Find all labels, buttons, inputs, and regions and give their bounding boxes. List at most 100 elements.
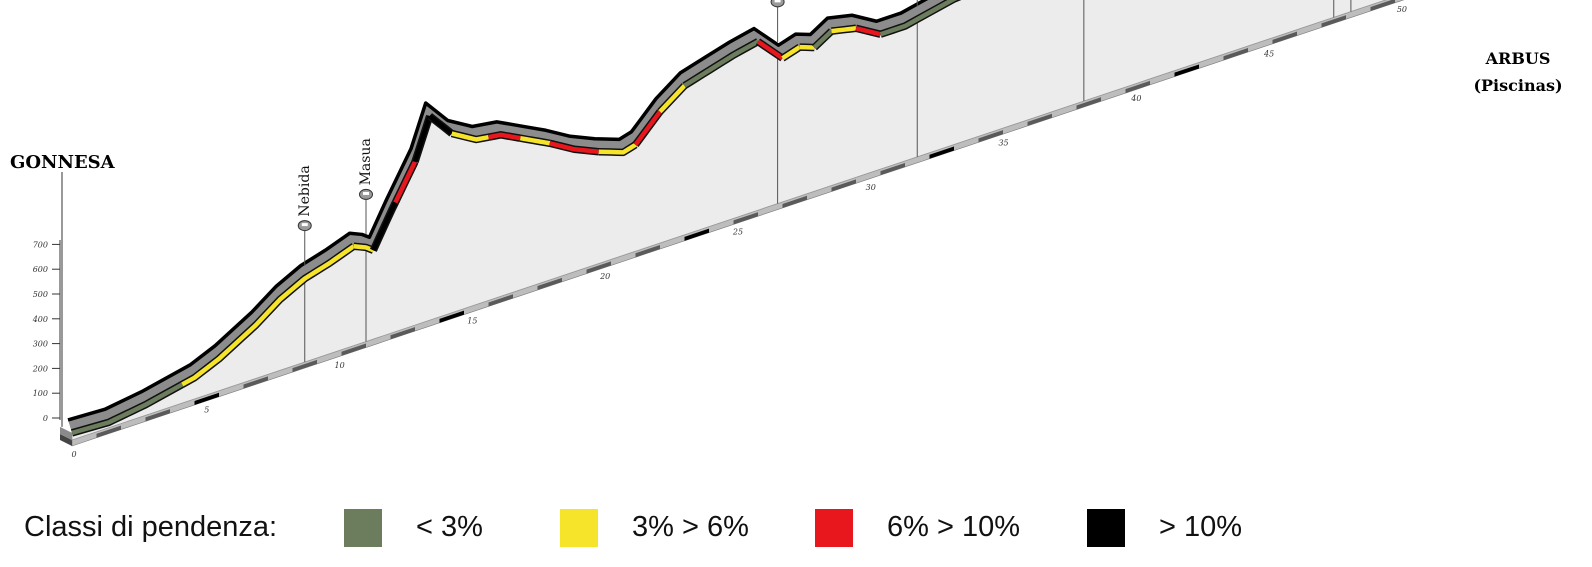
x-tick-label: 15 <box>467 317 477 326</box>
legend-swatch-gt10 <box>1087 509 1125 547</box>
base-km-block <box>1076 97 1101 110</box>
legend: Classi di pendenza: < 3% 3% > 6% 6% > 10… <box>0 500 1592 560</box>
y-axis: 0 100 200 300 400 500 600 700 <box>32 240 61 423</box>
base-km-block <box>880 162 905 176</box>
end-label-line1: ARBUS <box>1485 49 1551 68</box>
gradient-segment <box>781 45 801 61</box>
x-axis-ticks: 051015202530354045505559,5 <box>71 5 1407 459</box>
waypoint-lines <box>61 0 1352 427</box>
start-label: GONNESA <box>10 152 116 173</box>
base-km-block <box>684 228 709 241</box>
waypoint-label: Nebida <box>297 165 313 216</box>
base-km-block <box>390 327 415 340</box>
profile-start-face <box>60 426 72 440</box>
gradient-segment <box>683 39 760 88</box>
ribbon-surface <box>68 0 953 433</box>
x-tick-label: 20 <box>599 272 610 281</box>
x-tick-label: 35 <box>998 139 1008 148</box>
y-tick-label: 600 <box>33 265 48 274</box>
y-tick-label: 500 <box>33 290 48 299</box>
waypoint: Buggerru <box>770 0 785 42</box>
gradient-segment <box>371 201 398 252</box>
base-km-block <box>733 212 758 225</box>
base-km-block <box>978 130 1003 143</box>
base-start-face <box>60 434 72 446</box>
base-km-block <box>341 343 366 356</box>
ribbon-top-edge <box>67 0 929 422</box>
x-tick-label: 25 <box>732 228 743 237</box>
base-km-block <box>292 359 317 373</box>
y-tick-label: 300 <box>33 340 48 349</box>
base-km-block <box>1370 0 1395 12</box>
y-tick-label: 200 <box>32 364 48 373</box>
waypoint-label: Masua <box>358 138 374 185</box>
legend-title: Classi di pendenza: <box>24 511 278 543</box>
base-km-block <box>831 179 856 192</box>
gradient-segment <box>598 142 637 155</box>
base-km-block <box>1125 80 1150 94</box>
y-tick-label: 100 <box>33 389 48 398</box>
x-tick-label: 40 <box>1130 94 1141 103</box>
waypoint-marker-glyph <box>301 223 308 227</box>
waypoint-marker-glyph <box>774 0 781 3</box>
legend-label-lt3: < 3% <box>416 511 483 543</box>
waypoint: Nebida <box>297 165 313 266</box>
waypoint-marker-icon <box>770 0 785 8</box>
base-km-block <box>1321 15 1346 28</box>
gradient-segment <box>488 132 522 141</box>
gradient-segment <box>549 141 599 154</box>
gradient-segment <box>879 0 958 37</box>
base-km-block <box>635 245 660 258</box>
base-km-block <box>1174 64 1199 77</box>
gradient-segment <box>428 114 454 136</box>
legend-swatch-3to6 <box>560 509 598 547</box>
base-km-block <box>243 376 268 389</box>
waypoint: Portixeddu <box>916 0 918 7</box>
profile-ribbon <box>67 0 953 433</box>
legend-label-gt10: > 10% <box>1159 511 1243 543</box>
base-km-block <box>929 146 954 159</box>
x-tick-label: 10 <box>334 361 344 370</box>
x-tick-label: 5 <box>204 406 209 415</box>
gradient-line <box>70 0 962 437</box>
legend-label-6to10: 6% > 10% <box>887 511 1021 543</box>
gradient-segment <box>658 84 687 114</box>
x-tick-label: 30 <box>866 183 876 192</box>
base-strip <box>60 0 1405 447</box>
waypoint-markers: NebidaMasuaBuggerruPortixedduFluminimagg… <box>297 0 918 266</box>
profile-area <box>71 0 1387 441</box>
gradient-segment <box>71 382 184 436</box>
legend-swatch-lt3 <box>344 509 382 547</box>
base-km-block <box>488 294 513 307</box>
x-tick-label: 50 <box>1397 5 1407 14</box>
base-km-block <box>537 277 562 291</box>
base-km-block <box>1272 31 1297 44</box>
waypoint: Masua <box>358 138 374 235</box>
gradient-segment <box>812 29 834 50</box>
legend-swatch-6to10 <box>815 509 853 547</box>
base-km-block <box>586 261 611 274</box>
legend-label-3to6: 3% > 6% <box>632 511 749 543</box>
base-km-block <box>145 409 170 422</box>
gradient-segment <box>181 244 356 387</box>
gradient-segment <box>451 131 489 142</box>
base-km-block <box>439 310 464 323</box>
base-km-block <box>1027 113 1052 126</box>
base-km-block <box>96 425 121 438</box>
base-km-block <box>1223 48 1248 61</box>
gradient-segment <box>756 39 784 61</box>
base-km-block <box>194 392 219 405</box>
profile-fill <box>60 0 1387 441</box>
y-tick-label: 400 <box>32 315 48 324</box>
gradient-segment <box>519 136 551 146</box>
x-tick-label: 45 <box>1263 50 1274 59</box>
base-km-block <box>782 195 807 208</box>
gradient-segment <box>831 26 857 34</box>
y-tick-label: 700 <box>33 240 48 249</box>
waypoint-marker-glyph <box>363 191 369 195</box>
elevation-profile-chart: 0 100 200 300 400 500 600 700 0 5 10 15 20 25 30 35 40 4… <box>10 0 1563 459</box>
y-tick-label: 0 <box>43 414 48 423</box>
gradient-segment <box>393 160 418 204</box>
gradient-segment <box>855 26 882 37</box>
x-tick-label: 0 <box>71 450 76 459</box>
